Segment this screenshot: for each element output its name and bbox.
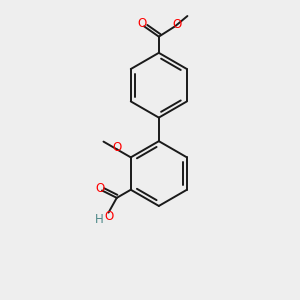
Text: O: O (105, 210, 114, 223)
Text: O: O (112, 141, 122, 154)
Text: O: O (96, 182, 105, 195)
Text: O: O (137, 17, 147, 31)
Text: H: H (95, 212, 103, 226)
Text: O: O (172, 18, 182, 31)
